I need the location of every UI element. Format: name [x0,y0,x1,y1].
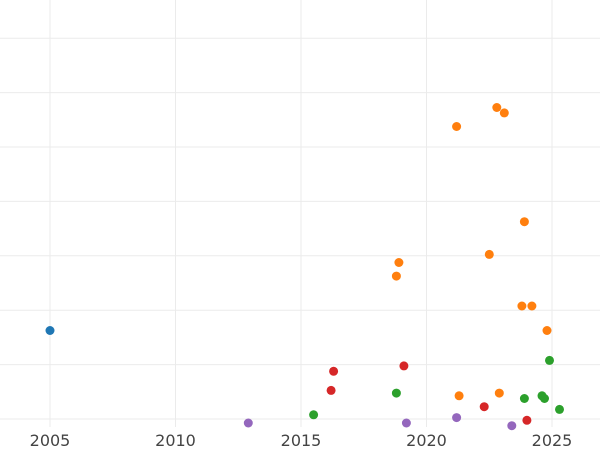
data-point [391,388,401,398]
data-point [555,404,564,414]
data-point [454,391,464,401]
data-point [519,217,529,227]
data-point [309,410,319,420]
points-layer [45,103,564,431]
data-point [545,355,554,365]
x-tick-label: 2025 [532,431,573,450]
data-point [329,366,339,376]
data-point [519,394,529,403]
x-axis-tick-labels: 2005 2010 2015 2020 2025 [30,431,573,450]
data-point [479,402,489,412]
data-point [391,271,401,281]
data-point [492,103,502,112]
data-point [542,326,552,335]
data-point [45,326,55,335]
data-point [401,418,411,428]
data-point [507,421,517,431]
grid-layer [0,0,600,427]
data-point [540,394,549,403]
data-point [243,418,253,428]
data-point [452,122,462,131]
data-point [484,249,494,259]
data-point [499,108,509,118]
data-point [399,361,409,371]
data-point [522,415,532,425]
x-tick-label: 2015 [281,431,322,450]
data-point [494,388,504,398]
data-point [527,301,537,311]
data-point [326,385,336,395]
data-point [517,301,527,311]
x-tick-label: 2010 [155,431,196,450]
x-tick-label: 2005 [30,431,71,450]
x-tick-label: 2020 [406,431,447,450]
data-point [452,413,462,423]
data-point [394,258,404,267]
